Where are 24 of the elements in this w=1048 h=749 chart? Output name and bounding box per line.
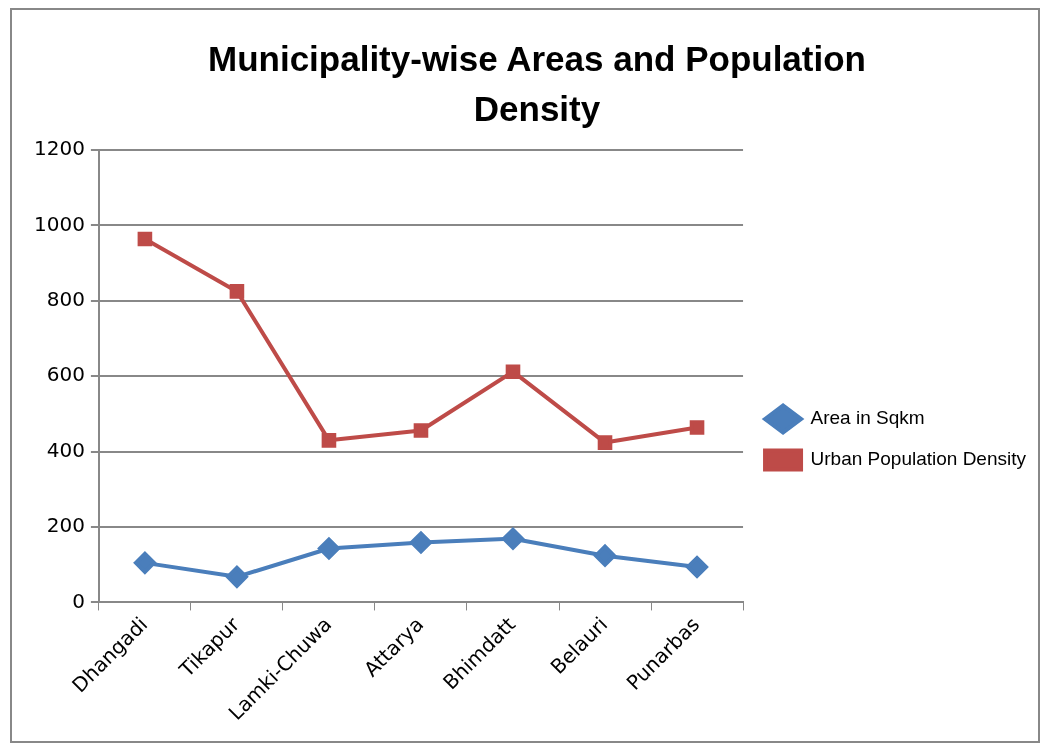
legend-label: Urban Population Density — [810, 448, 1027, 470]
legend-label: Area in Sqkm — [810, 407, 925, 429]
point — [686, 556, 709, 579]
point — [501, 527, 524, 550]
y-tick-label: 1200 — [33, 136, 85, 161]
chart-title: Municipality-wise Areas and Population Density — [207, 38, 867, 130]
y-tick-label: 200 — [46, 513, 85, 538]
y-tick-label: 1000 — [33, 211, 85, 236]
point — [133, 551, 156, 574]
y-tick-label: 400 — [46, 437, 85, 462]
point — [597, 435, 613, 450]
y-tick-label: 600 — [46, 362, 85, 387]
y-tick-label: 0 — [72, 588, 85, 613]
point — [409, 531, 432, 554]
point — [321, 433, 337, 448]
point — [413, 423, 429, 438]
y-tick-label: 800 — [46, 287, 85, 312]
point — [225, 565, 248, 588]
point — [317, 537, 340, 560]
point — [594, 544, 617, 567]
point — [689, 420, 705, 435]
point — [137, 231, 153, 247]
point — [229, 284, 245, 299]
point — [505, 364, 521, 380]
